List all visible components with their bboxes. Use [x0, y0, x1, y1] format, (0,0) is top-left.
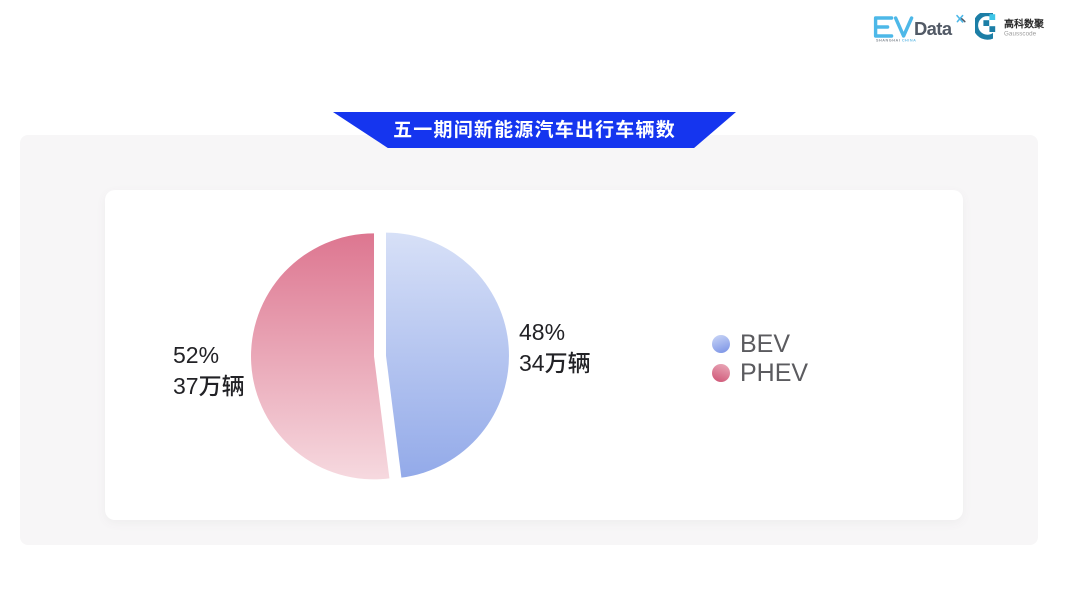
svg-text:高科数聚: 高科数聚: [1004, 17, 1045, 30]
svg-text:SHANGHAI CHINA: SHANGHAI CHINA: [876, 39, 916, 43]
svg-text:Data: Data: [914, 18, 953, 39]
svg-text:Gausscode: Gausscode: [1004, 30, 1037, 37]
